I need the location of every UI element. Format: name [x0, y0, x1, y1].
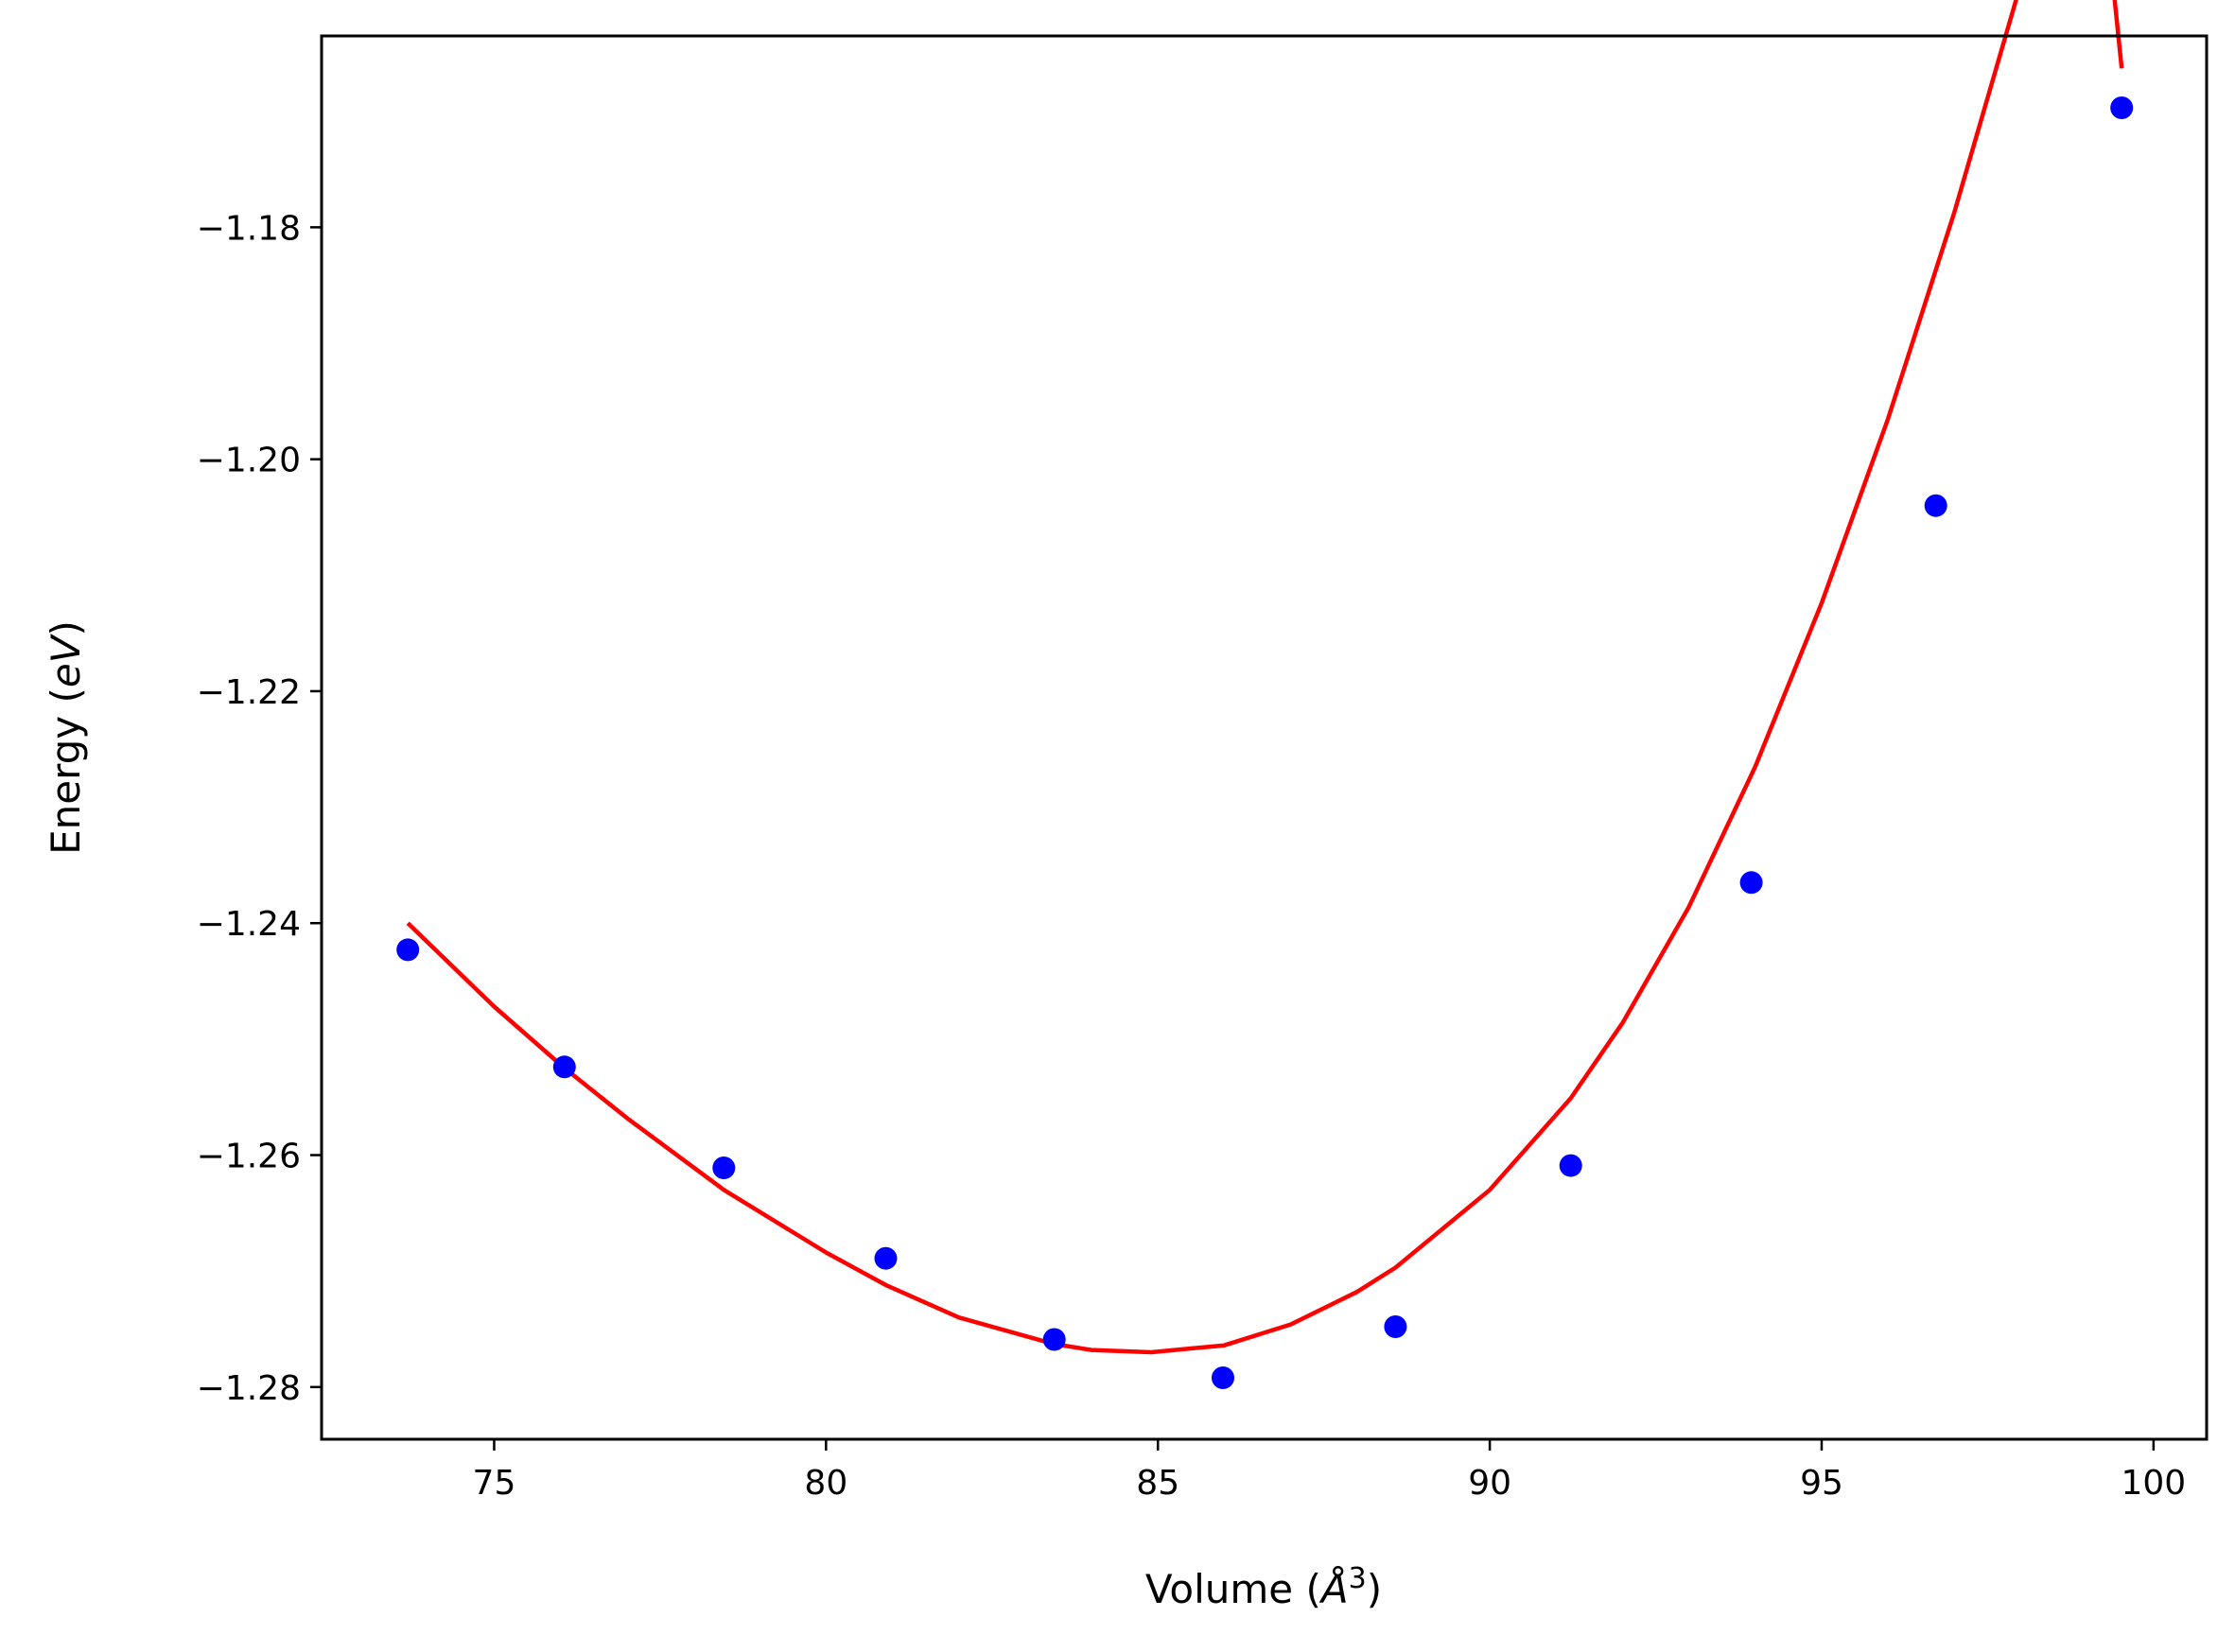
- x-tick-label: 100: [2121, 1464, 2186, 1503]
- data-point: [1042, 1328, 1066, 1351]
- y-tick-label: −1.18: [197, 209, 301, 248]
- y-tick-label: −1.22: [197, 673, 301, 712]
- x-axis-label-close: ): [1367, 1566, 1382, 1612]
- y-tick-label: −1.26: [197, 1138, 301, 1176]
- x-tick-label: 95: [1800, 1464, 1843, 1503]
- x-axis-ticks: 75 80 85 90 95 100: [473, 1439, 2186, 1503]
- data-point: [552, 1055, 576, 1079]
- y-tick-label: −1.24: [197, 905, 301, 944]
- data-point: [874, 1246, 898, 1270]
- data-point: [1212, 1366, 1234, 1389]
- x-tick-label: 85: [1136, 1464, 1179, 1503]
- data-points-layer: [396, 96, 2134, 1389]
- data-point: [2110, 96, 2134, 119]
- y-tick-label: −1.20: [197, 442, 301, 480]
- x-axis-label-open: (: [1293, 1566, 1321, 1612]
- fit-curve-layer: [406, 0, 2124, 1355]
- data-point: [1739, 871, 1763, 895]
- data-point: [712, 1156, 736, 1179]
- x-tick-label: 90: [1468, 1464, 1511, 1503]
- y-axis-label-open: (: [43, 687, 89, 716]
- x-tick-label: 75: [473, 1464, 516, 1503]
- x-axis-unit: Å: [1318, 1565, 1349, 1612]
- x-axis-label-text: Volume: [1145, 1566, 1293, 1612]
- y-axis-label: Energy (eV): [43, 620, 89, 855]
- y-axis-label-close: ): [43, 620, 89, 635]
- plot-background: [322, 36, 2207, 1439]
- plot-frame: [320, 34, 2209, 1441]
- x-axis-label: Volume (Å3): [1145, 1562, 1382, 1612]
- data-point: [1384, 1315, 1407, 1338]
- fit-curve: [406, 0, 2124, 1355]
- data-point: [396, 938, 420, 962]
- y-axis-ticks: −1.18 −1.20 −1.22 −1.24 −1.26 −1.28: [197, 209, 322, 1408]
- data-point: [1559, 1154, 1582, 1177]
- x-tick-label: 80: [804, 1464, 847, 1503]
- y-axis-label-text: Energy: [43, 716, 89, 855]
- y-axis-unit: eV: [43, 633, 89, 687]
- data-point: [1924, 494, 1947, 517]
- x-axis-unit-exponent: 3: [1349, 1562, 1367, 1595]
- y-tick-label: −1.28: [197, 1369, 301, 1408]
